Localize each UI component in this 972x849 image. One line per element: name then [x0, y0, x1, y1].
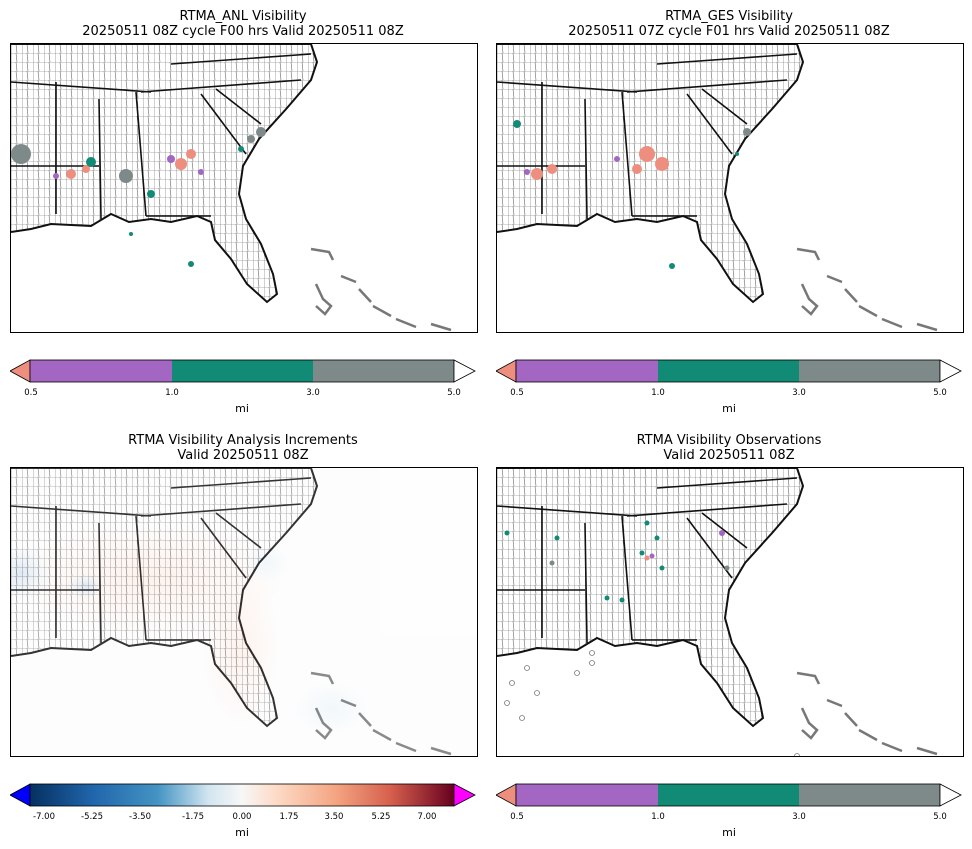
map-anl-visibility: [10, 43, 478, 333]
cbar-inc-tick-6: 3.50: [324, 812, 344, 822]
cbar-ges-tick-0: 0.5: [510, 388, 524, 398]
cbar-ges-tick-1: 1.0: [651, 388, 665, 398]
cbar-anl-tick-2: 3.0: [306, 388, 320, 398]
cbar-obs-unit: mi: [722, 826, 736, 839]
cbar-anl-tick-0: 0.5: [24, 388, 38, 398]
colorbar-increments: [10, 783, 476, 807]
cbar-inc-tick-8: 7.00: [417, 812, 437, 822]
cbar-inc-tick-0: -7.00: [33, 812, 55, 822]
cbar-obs-tick-3: 5.0: [933, 812, 947, 822]
panel-obs-title-line2: Valid 20250511 08Z: [663, 448, 795, 463]
cbar-ges-tick-2: 3.0: [792, 388, 806, 398]
colorbar-ges: [496, 359, 962, 383]
cbar-inc-tick-7: 5.25: [371, 812, 391, 822]
panel-obs-title-line1: RTMA Visibility Observations: [636, 433, 822, 448]
colorbar-obs: [496, 783, 962, 807]
panel-anl-title-line1: RTMA_ANL Visibility: [179, 9, 307, 24]
colorbar-anl: [10, 359, 476, 383]
cbar-inc-tick-5: 1.75: [279, 812, 299, 822]
panel-anl-title: RTMA_ANL Visibility 20250511 08Z cycle F…: [10, 9, 476, 39]
panel-inc-title-line1: RTMA Visibility Analysis Increments: [128, 433, 358, 448]
map-ges-visibility: [496, 43, 964, 333]
cbar-inc-tick-1: -5.25: [81, 812, 103, 822]
panel-ges-title-line2: 20250511 07Z cycle F01 hrs Valid 2025051…: [568, 24, 890, 39]
cbar-inc-tick-3: -1.75: [182, 812, 204, 822]
map-visibility-increments: [10, 467, 478, 757]
cbar-obs-tick-0: 0.5: [510, 812, 524, 822]
map-visibility-observations: [496, 467, 964, 757]
cbar-ges-unit: mi: [722, 402, 736, 415]
cbar-anl-tick-1: 1.0: [165, 388, 179, 398]
cbar-inc-unit: mi: [235, 826, 249, 839]
cbar-anl-unit: mi: [235, 402, 249, 415]
panel-ges-title-line1: RTMA_GES Visibility: [665, 9, 793, 24]
cbar-anl-tick-3: 5.0: [447, 388, 461, 398]
cbar-obs-tick-1: 1.0: [651, 812, 665, 822]
panel-inc-title-line2: Valid 20250511 08Z: [177, 448, 309, 463]
panel-obs-title: RTMA Visibility Observations Valid 20250…: [496, 433, 962, 463]
cbar-inc-tick-2: -3.50: [129, 812, 151, 822]
panel-inc-title: RTMA Visibility Analysis Increments Vali…: [10, 433, 476, 463]
panel-ges-title: RTMA_GES Visibility 20250511 07Z cycle F…: [496, 9, 962, 39]
cbar-obs-tick-2: 3.0: [792, 812, 806, 822]
cbar-inc-tick-4: 0.00: [232, 812, 252, 822]
cbar-ges-tick-3: 5.0: [933, 388, 947, 398]
panel-anl-title-line2: 20250511 08Z cycle F00 hrs Valid 2025051…: [82, 24, 404, 39]
